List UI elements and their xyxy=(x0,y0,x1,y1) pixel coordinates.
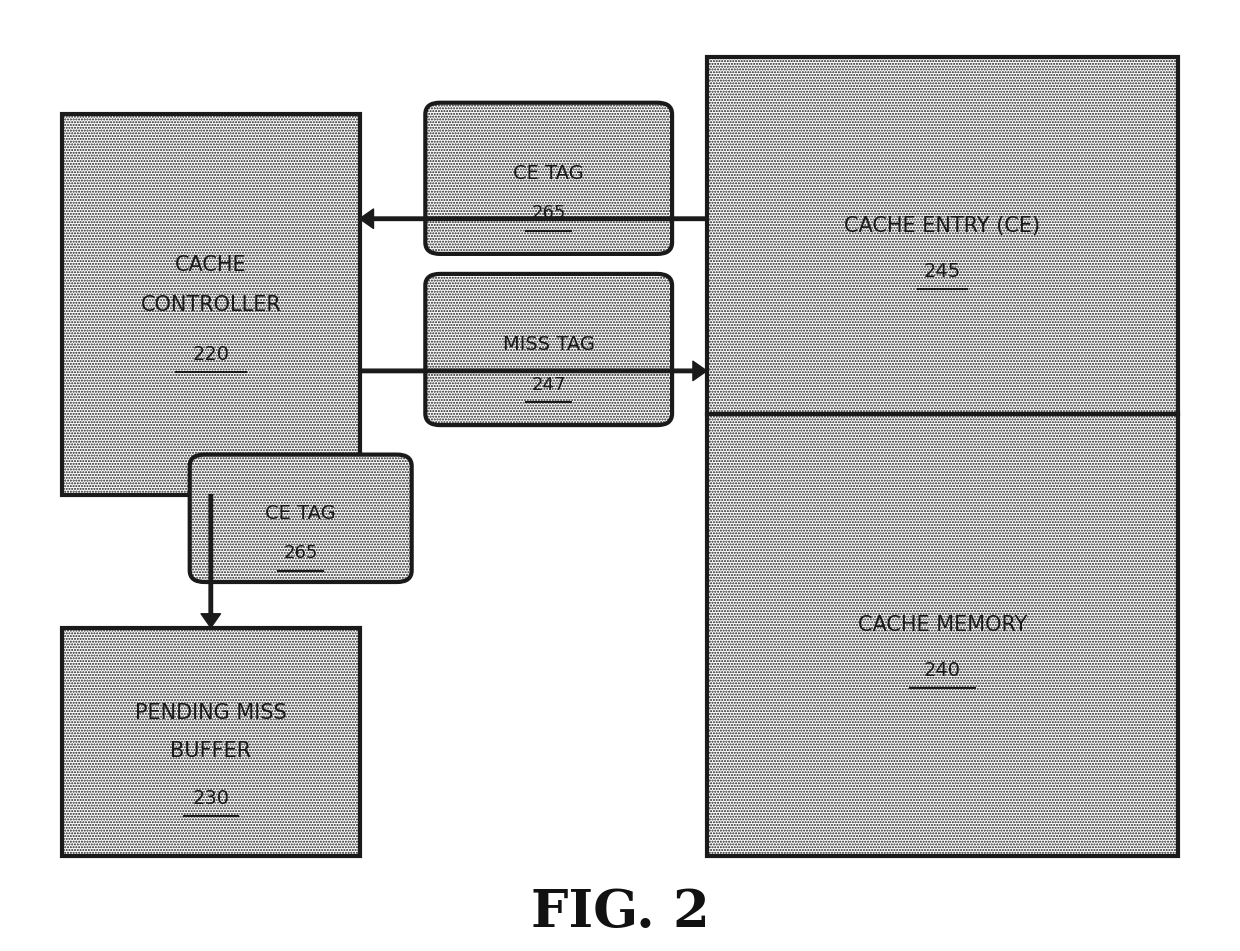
FancyBboxPatch shape xyxy=(425,103,672,254)
Text: CACHE: CACHE xyxy=(175,255,247,276)
Text: CACHE ENTRY (CE): CACHE ENTRY (CE) xyxy=(844,216,1040,236)
Text: CE TAG: CE TAG xyxy=(265,504,336,523)
Text: 265: 265 xyxy=(532,204,565,223)
Text: CE TAG: CE TAG xyxy=(513,165,584,183)
FancyBboxPatch shape xyxy=(425,274,672,425)
FancyArrowPatch shape xyxy=(360,209,707,228)
Bar xyxy=(707,57,1178,856)
Bar xyxy=(707,57,1178,856)
Text: PENDING MISS: PENDING MISS xyxy=(135,703,286,724)
Text: CONTROLLER: CONTROLLER xyxy=(140,295,281,316)
Text: CACHE MEMORY: CACHE MEMORY xyxy=(858,615,1027,635)
FancyArrowPatch shape xyxy=(360,361,707,380)
Text: 265: 265 xyxy=(284,545,317,562)
Bar xyxy=(62,628,360,856)
Bar xyxy=(62,114,360,495)
Text: 220: 220 xyxy=(192,345,229,364)
Text: 247: 247 xyxy=(532,376,565,394)
Text: FIG. 2: FIG. 2 xyxy=(531,887,709,939)
Bar xyxy=(62,114,360,495)
FancyArrowPatch shape xyxy=(201,495,221,628)
Text: 245: 245 xyxy=(924,262,961,281)
Bar xyxy=(62,628,360,856)
FancyBboxPatch shape xyxy=(190,455,412,582)
Text: 230: 230 xyxy=(192,789,229,808)
Text: 240: 240 xyxy=(924,662,961,680)
Text: MISS TAG: MISS TAG xyxy=(502,336,595,354)
Text: BUFFER: BUFFER xyxy=(170,741,252,762)
